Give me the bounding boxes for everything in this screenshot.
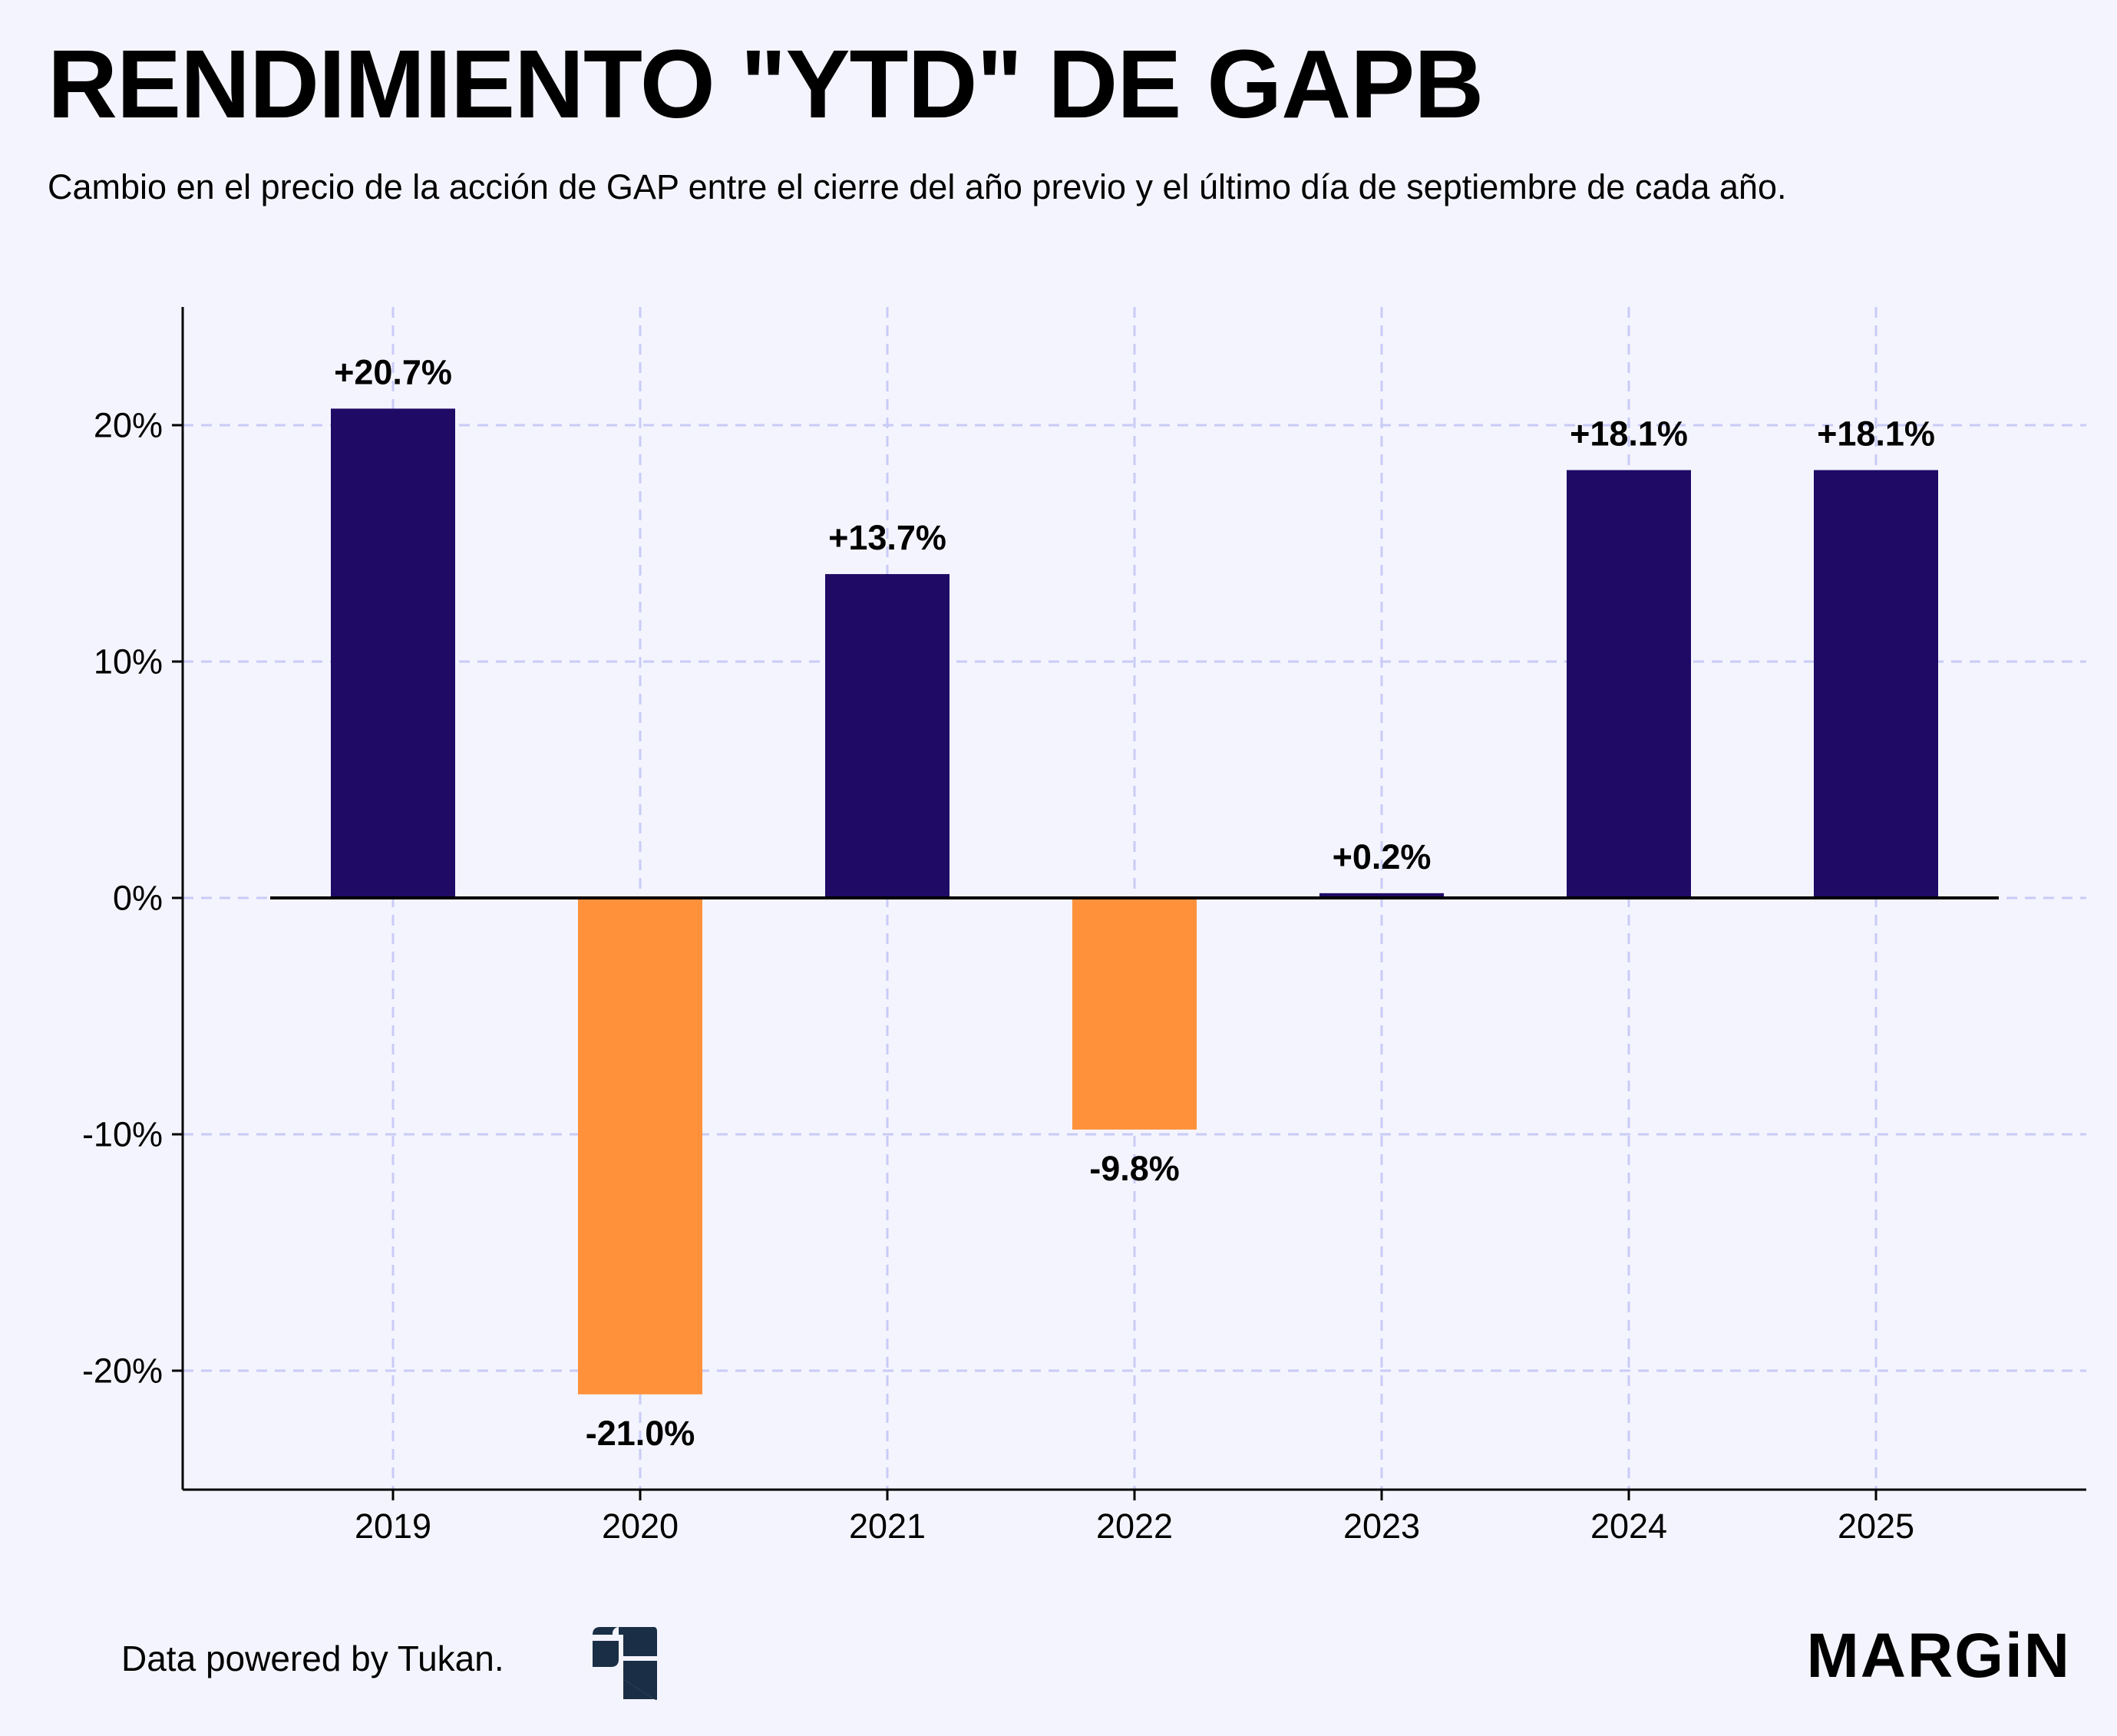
data-credit: Data powered by Tukan.: [121, 1639, 504, 1678]
data-label: -21.0%: [586, 1414, 695, 1453]
data-label: +18.1%: [1570, 414, 1688, 454]
data-label: +20.7%: [334, 352, 452, 391]
x-tick-label: 2025: [1838, 1507, 1914, 1546]
chart-subtitle: Cambio en el precio de la acción de GAP …: [48, 167, 1787, 206]
x-tick-label: 2019: [355, 1507, 431, 1546]
y-tick-label: -20%: [82, 1352, 163, 1391]
margin-logo: MARGiN: [1806, 1621, 2071, 1691]
bar-2024: [1567, 470, 1691, 898]
data-label: +13.7%: [828, 518, 946, 557]
x-tick-label: 2020: [602, 1507, 679, 1546]
y-tick-label: 20%: [94, 406, 163, 445]
data-label: +0.2%: [1333, 837, 1432, 876]
bar-2025: [1814, 470, 1938, 898]
bar-2020: [578, 898, 702, 1394]
data-labels: +20.7% -21.0% +13.7% -9.8% +0.2% +18.1% +18.1%: [334, 352, 1935, 1452]
tukan-logo-icon: [593, 1627, 657, 1700]
chart-title: RENDIMIENTO "YTD" DE GAPB: [48, 30, 1484, 138]
x-tick-label: 2023: [1343, 1507, 1420, 1546]
y-tick-label: 0%: [113, 879, 163, 918]
x-tick-label: 2021: [849, 1507, 926, 1546]
data-label: +18.1%: [1817, 414, 1935, 454]
axes: [172, 307, 2086, 1500]
bar-2019: [331, 408, 455, 898]
bar-2023: [1319, 893, 1444, 898]
y-tick-label: 10%: [94, 642, 163, 682]
bar-2022: [1072, 898, 1197, 1130]
data-label: -9.8%: [1089, 1149, 1180, 1188]
x-tick-label: 2024: [1590, 1507, 1667, 1546]
y-tick-label: -10%: [82, 1115, 163, 1154]
bar-2021: [825, 574, 950, 898]
tick-labels: -20% -10% 0% 10% 20% 2019 2020 2021 2022 2023 2024…: [82, 406, 1914, 1546]
x-tick-label: 2022: [1096, 1507, 1173, 1546]
bars: [331, 408, 1938, 1394]
